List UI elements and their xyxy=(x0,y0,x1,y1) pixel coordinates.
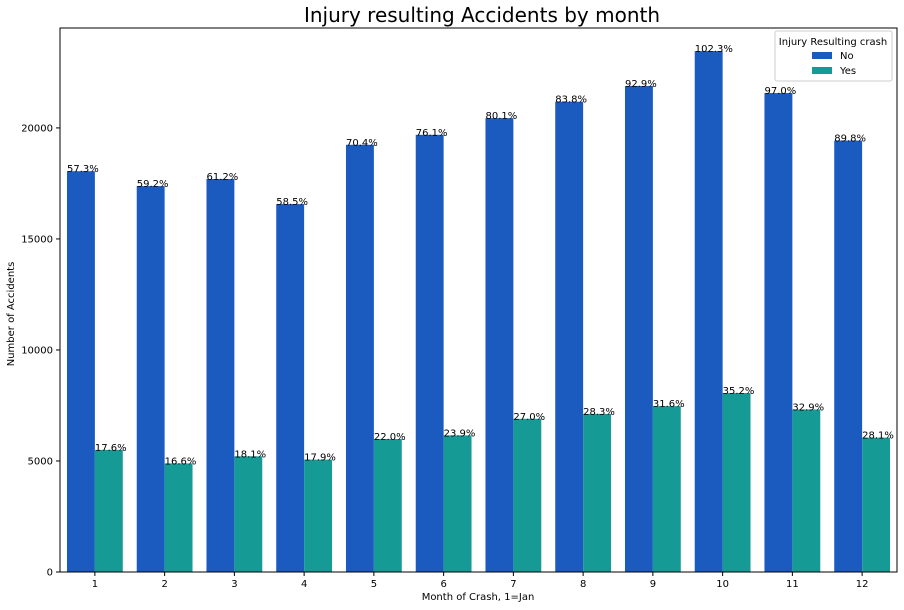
bar-label-yes-month-6: 23.9% xyxy=(444,428,476,439)
bar-yes-month-2 xyxy=(164,463,193,572)
bar-no-month-5 xyxy=(345,144,374,573)
bar-label-no-month-6: 76.1% xyxy=(416,128,448,139)
bar-label-yes-month-4: 17.9% xyxy=(304,453,336,464)
bar-label-no-month-9: 92.9% xyxy=(625,79,657,90)
x-tick-label-2: 2 xyxy=(161,579,167,590)
y-tick-label-10000: 10000 xyxy=(21,345,53,356)
bar-no-month-1 xyxy=(66,171,95,573)
bar-no-month-10 xyxy=(694,51,723,573)
bar-label-yes-month-11: 32.9% xyxy=(792,402,824,413)
legend-label-yes: Yes xyxy=(839,66,856,77)
bar-label-yes-month-12: 28.1% xyxy=(862,431,894,442)
bar-yes-month-7 xyxy=(513,418,542,572)
bar-yes-month-9 xyxy=(652,406,681,572)
bar-label-yes-month-10: 35.2% xyxy=(723,386,755,397)
axes-frame xyxy=(59,27,898,573)
bar-label-yes-month-9: 31.6% xyxy=(653,399,685,410)
bar-label-yes-month-2: 16.6% xyxy=(165,456,197,467)
x-tick-label-8: 8 xyxy=(580,579,586,590)
legend-swatch-no xyxy=(812,52,832,59)
y-axis-label: Number of Accidents xyxy=(6,262,17,367)
bar-yes-month-5 xyxy=(373,438,402,572)
bar-no-month-4 xyxy=(276,204,305,572)
bar-yes-month-8 xyxy=(583,413,612,572)
bar-no-month-11 xyxy=(764,93,793,573)
x-tick-label-7: 7 xyxy=(510,579,516,590)
bar-label-no-month-10: 102.3% xyxy=(695,44,733,55)
bar-label-yes-month-3: 18.1% xyxy=(234,449,266,460)
bar-no-month-3 xyxy=(206,178,235,572)
bar-label-no-month-12: 89.8% xyxy=(834,134,866,145)
legend-frame xyxy=(774,30,893,82)
legend-swatch-yes xyxy=(812,67,832,74)
bar-yes-month-12 xyxy=(862,437,891,572)
bar-label-no-month-4: 58.5% xyxy=(276,197,308,208)
legend-label-no: No xyxy=(840,51,854,62)
bar-label-no-month-5: 70.4% xyxy=(346,138,378,149)
bar-no-month-9 xyxy=(624,85,653,573)
x-axis-label: Month of Crash, 1=Jan xyxy=(422,592,535,603)
legend: Injury Resulting crash No Yes xyxy=(774,30,893,82)
x-tick-label-4: 4 xyxy=(301,579,307,590)
bar-yes-month-11 xyxy=(792,409,821,572)
bar-no-month-7 xyxy=(485,118,514,573)
x-tick-label-12: 12 xyxy=(856,579,869,590)
bar-label-no-month-11: 97.0% xyxy=(764,86,796,97)
bar-yes-month-1 xyxy=(94,449,123,572)
legend-title: Injury Resulting crash xyxy=(779,37,887,48)
x-tick-label-9: 9 xyxy=(650,579,656,590)
bar-label-yes-month-7: 27.0% xyxy=(513,412,545,423)
bar-label-yes-month-1: 17.6% xyxy=(95,443,127,454)
bar-label-no-month-1: 57.3% xyxy=(67,164,99,175)
bar-yes-month-10 xyxy=(722,393,751,572)
bar-label-no-month-3: 61.2% xyxy=(206,172,238,183)
x-tick-label-1: 1 xyxy=(92,579,98,590)
y-tick-label-15000: 15000 xyxy=(21,234,53,245)
bar-yes-month-4 xyxy=(304,459,333,572)
x-tick-label-10: 10 xyxy=(716,579,729,590)
x-tick-label-6: 6 xyxy=(440,579,446,590)
plot-area: 57.3% 59.2% 61.2% 58.5% 70.4% 76.1% 80.1% 83.8%… xyxy=(21,27,898,590)
bar-no-month-12 xyxy=(834,140,863,572)
y-tick-label-5000: 5000 xyxy=(28,456,53,467)
bar-no-month-6 xyxy=(415,134,444,572)
chart-title: Injury resulting Accidents by month xyxy=(304,3,660,27)
bar-label-no-month-8: 83.8% xyxy=(555,95,587,106)
bar-label-no-month-7: 80.1% xyxy=(485,111,517,122)
bar-yes-month-3 xyxy=(234,456,263,572)
bar-label-yes-month-5: 22.0% xyxy=(374,432,406,443)
bar-label-no-month-2: 59.2% xyxy=(137,179,169,190)
bar-label-yes-month-8: 28.3% xyxy=(583,407,615,418)
bar-no-month-8 xyxy=(555,101,584,572)
x-tick-label-11: 11 xyxy=(786,579,799,590)
bar-yes-month-6 xyxy=(443,435,472,572)
y-tick-label-0: 0 xyxy=(47,568,53,579)
bar-no-month-2 xyxy=(136,186,165,572)
x-tick-label-3: 3 xyxy=(231,579,237,590)
x-tick-label-5: 5 xyxy=(371,579,377,590)
y-tick-label-20000: 20000 xyxy=(21,123,53,134)
